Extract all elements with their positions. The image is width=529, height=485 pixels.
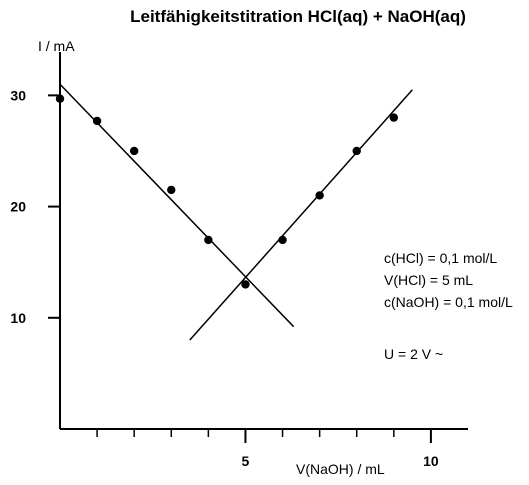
data-point-1-5 [204,235,213,245]
plot-area: 5 10 10 20 30 [10,52,468,469]
data-point-1-6 [241,280,250,289]
data-point-1-3 [129,146,139,156]
data-point-1-2 [92,116,102,126]
chart-title: Leitfähigkeitstitration HCl(aq) + NaOH(a… [130,7,466,26]
y-tick-label-10: 10 [10,310,26,326]
annotation-c-hcl: c(HCl) = 0,1 mol/L [384,250,497,266]
x-tick-label-5: 5 [242,453,250,469]
data-point-1-8 [315,191,324,200]
data-point-1-9 [352,146,361,156]
data-point-1-7 [278,235,287,245]
data-point-1-10 [389,113,399,122]
x-tick-label-10: 10 [423,453,439,469]
y-tick-label-30: 30 [10,87,26,103]
annotation-c-naoh: c(NaOH) = 0,1 mol/L [384,294,513,310]
annotation-block: c(HCl) = 0,1 mol/L V(HCl) = 5 mL c(NaOH)… [384,250,513,362]
y-tick-label-20: 20 [10,199,26,215]
x-axis-label: V(NaOH) / mL [296,461,385,477]
annotation-v-hcl: V(HCl) = 5 mL [384,272,473,288]
annotation-voltage: U = 2 V ~ [384,346,443,362]
data-point-1-1 [55,94,65,103]
data-point-1-4 [167,185,176,195]
y-axis-label: I / mA [38,38,75,54]
fit-line-2 [189,89,413,341]
